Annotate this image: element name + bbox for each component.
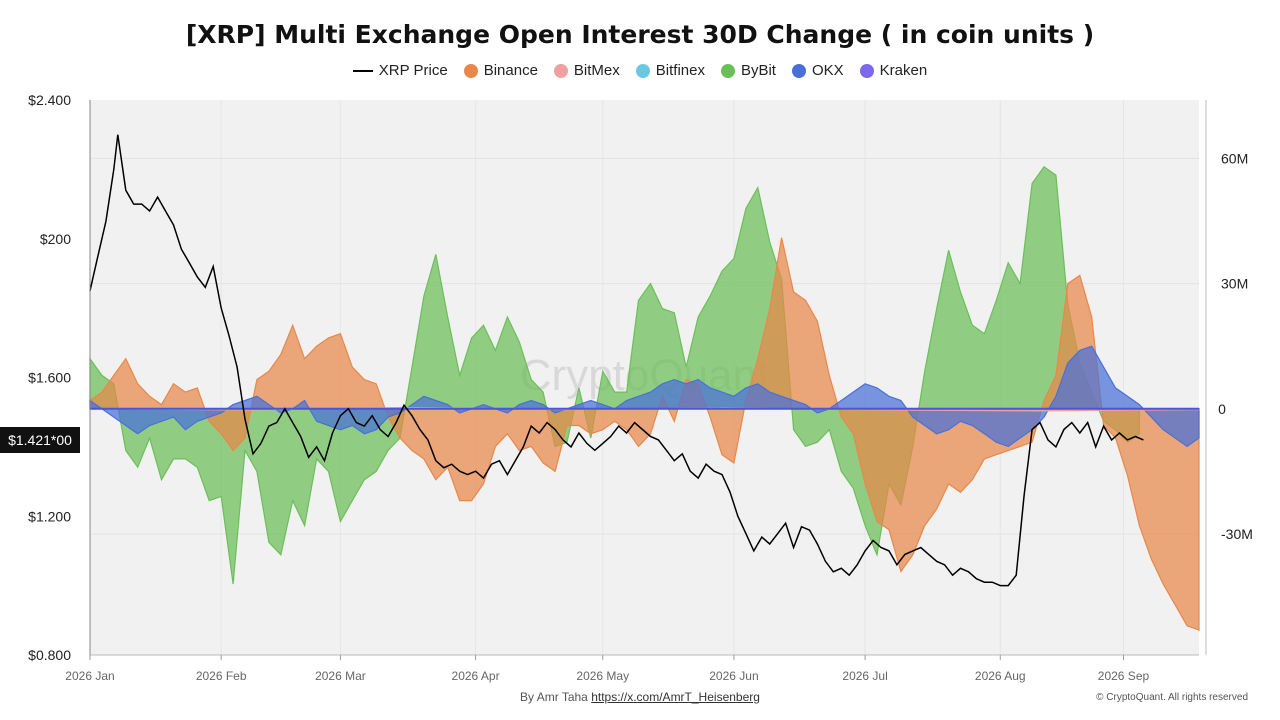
xrp-price-line [89, 134, 1144, 587]
legend-line-swatch [352, 69, 373, 72]
legend-dot-bybit [720, 63, 735, 78]
left-axis-tick-label: $2.400 [28, 92, 71, 108]
legend-dot-bitfinex [635, 63, 650, 78]
legend-label-okx: OKX [811, 62, 844, 79]
legend-label-xrp-price: XRP Price [378, 62, 448, 79]
legend-dot-binance [463, 63, 478, 78]
area-series-binance [89, 237, 1200, 631]
legend-item-kraken[interactable]: Kraken [859, 62, 928, 79]
legend-label-binance: Binance [483, 62, 538, 79]
byline-link[interactable]: https://x.com/AmrT_Heisenberg [591, 690, 760, 704]
right-axis-tick-label: 60M [1221, 150, 1248, 166]
legend: XRP Price Binance BitMex Bitfinex ByBit … [0, 62, 1280, 79]
x-axis-tick-label: 2026 Aug [975, 669, 1026, 683]
right-axis-tick-label: -30M [1221, 526, 1253, 542]
left-axis-tick-label: $200 [40, 231, 71, 247]
current-price-tag: $1.421*00 [0, 427, 80, 453]
right-axis-tick-label: 30M [1221, 276, 1248, 292]
x-axis-tick-label: 2026 Jul [842, 669, 887, 683]
legend-item-xrp-price[interactable]: XRP Price [352, 62, 448, 79]
x-axis-tick-label: 2026 Jan [65, 669, 114, 683]
byline: By Amr Taha https://x.com/AmrT_Heisenber… [0, 690, 1280, 704]
x-axis-tick-label: 2026 May [576, 669, 629, 683]
legend-item-bybit[interactable]: ByBit [720, 62, 776, 79]
byline-author: By Amr Taha [520, 690, 592, 704]
legend-item-okx[interactable]: OKX [791, 62, 844, 79]
legend-label-bybit: ByBit [740, 62, 776, 79]
x-axis-tick-label: 2026 Feb [196, 669, 247, 683]
legend-dot-bitmex [553, 63, 568, 78]
left-axis-tick-label: $0.800 [28, 647, 71, 663]
left-axis-tick-label: $1.200 [28, 508, 71, 524]
right-axis-tick-label: 0 [1218, 401, 1226, 417]
legend-item-binance[interactable]: Binance [463, 62, 538, 79]
legend-dot-kraken [859, 63, 874, 78]
legend-label-kraken: Kraken [879, 62, 928, 79]
legend-label-bitmex: BitMex [573, 62, 620, 79]
legend-label-bitfinex: Bitfinex [655, 62, 705, 79]
x-axis-tick-label: 2026 Sep [1098, 669, 1150, 683]
left-axis-tick-label: $1.600 [28, 370, 71, 386]
chart-title: [XRP] Multi Exchange Open Interest 30D C… [185, 20, 1095, 49]
x-axis-tick-label: 2026 Mar [315, 669, 366, 683]
copyright-notice: © CryptoQuant. All rights reserved [1096, 692, 1248, 703]
legend-item-bitmex[interactable]: BitMex [553, 62, 620, 79]
legend-item-bitfinex[interactable]: Bitfinex [635, 62, 705, 79]
legend-dot-okx [791, 63, 806, 78]
x-axis-tick-label: 2026 Apr [452, 669, 500, 683]
x-axis-tick-label: 2026 Jun [709, 669, 758, 683]
